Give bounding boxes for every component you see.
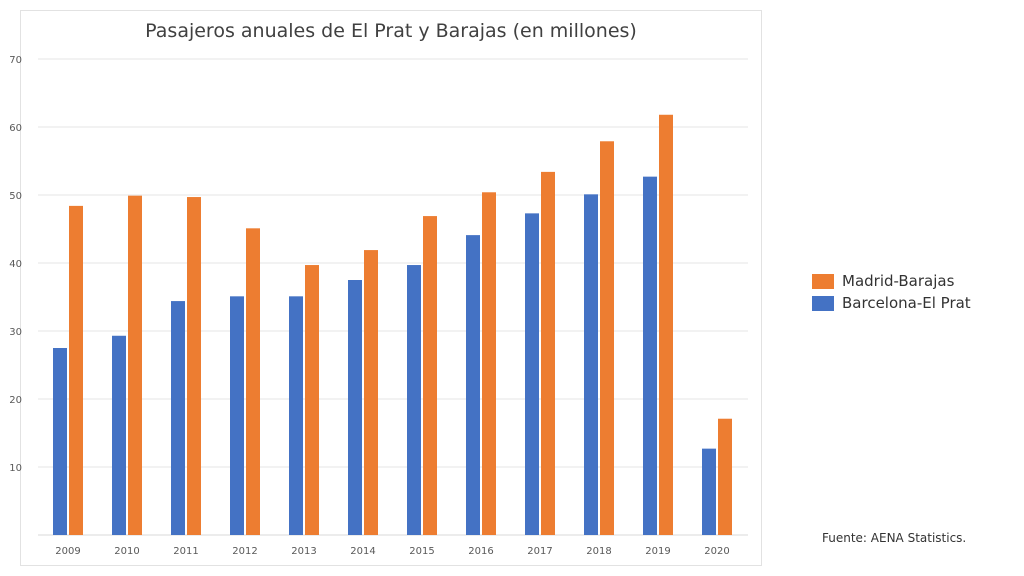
y-tick-label: 10	[9, 463, 22, 474]
bar-barcelona-2014	[348, 280, 362, 535]
bar-madrid-2013	[305, 265, 319, 535]
x-tick-label: 2011	[173, 546, 198, 557]
chart-title: Pasajeros anuales de El Prat y Barajas (…	[145, 20, 637, 42]
bar-madrid-2016	[482, 192, 496, 535]
source-note: Fuente: AENA Statistics.	[822, 531, 967, 545]
bar-barcelona-2009	[53, 348, 67, 535]
x-tick-label: 2013	[291, 546, 316, 557]
legend-swatch-madrid	[812, 273, 834, 289]
bar-barcelona-2015	[407, 265, 421, 535]
bar-madrid-2020	[718, 418, 732, 535]
legend-label-barcelona: Barcelona-El Prat	[842, 294, 971, 312]
bar-madrid-2018	[600, 141, 614, 535]
x-tick-label: 2009	[55, 546, 80, 557]
chart-frame	[20, 10, 762, 566]
x-tick-label: 2012	[232, 546, 257, 557]
x-tick-label: 2014	[350, 546, 375, 557]
bar-barcelona-2011	[171, 301, 185, 535]
x-tick-label: 2019	[645, 546, 670, 557]
bar-madrid-2009	[69, 205, 83, 535]
x-tick-label: 2017	[527, 546, 552, 557]
bar-madrid-2011	[187, 197, 201, 536]
y-tick-label: 30	[9, 327, 22, 338]
x-tick-label: 2015	[409, 546, 434, 557]
bar-barcelona-2017	[525, 213, 539, 536]
bar-barcelona-2019	[643, 176, 657, 535]
legend-swatch-barcelona	[812, 295, 834, 311]
bar-madrid-2012	[246, 228, 260, 535]
x-tick-label: 2018	[586, 546, 611, 557]
bar-madrid-2010	[128, 195, 142, 535]
bar-madrid-2015	[423, 216, 437, 535]
bar-barcelona-2016	[466, 235, 480, 535]
y-tick-label: 20	[9, 395, 22, 406]
bar-barcelona-2018	[584, 194, 598, 535]
y-tick-label: 70	[9, 55, 22, 66]
legend-label-madrid: Madrid-Barajas	[842, 272, 955, 290]
y-tick-label: 40	[9, 259, 22, 270]
bar-madrid-2017	[541, 171, 555, 535]
bar-madrid-2019	[659, 114, 673, 535]
x-tick-label: 2016	[468, 546, 493, 557]
x-tick-label: 2010	[114, 546, 139, 557]
bar-barcelona-2012	[230, 296, 244, 535]
bar-barcelona-2020	[702, 448, 716, 535]
bar-barcelona-2010	[112, 335, 126, 535]
y-tick-label: 60	[9, 123, 22, 134]
x-tick-label: 2020	[704, 546, 729, 557]
bar-barcelona-2013	[289, 296, 303, 535]
legend-item-barcelona: Barcelona-El Prat	[812, 294, 971, 312]
legend-item-madrid: Madrid-Barajas	[812, 272, 954, 290]
bar-madrid-2014	[364, 250, 378, 535]
y-tick-label: 50	[9, 191, 22, 202]
